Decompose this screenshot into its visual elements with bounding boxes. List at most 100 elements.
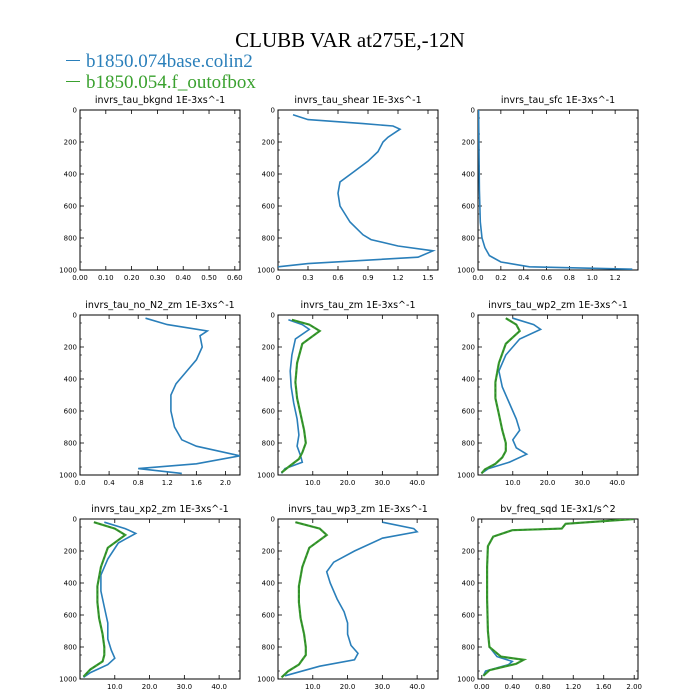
y-tick-label: 800 — [462, 440, 475, 448]
x-tick-label: 10.0 — [505, 479, 521, 487]
y-tick-label: 800 — [262, 235, 275, 243]
y-tick-label: 1000 — [257, 267, 275, 275]
y-tick-label: 200 — [462, 139, 475, 147]
x-tick-label: 0.30 — [150, 274, 166, 282]
plot-frame — [477, 314, 639, 476]
x-tick-label: 40.0 — [609, 479, 625, 487]
y-tick-label: 400 — [64, 376, 77, 384]
y-tick-label: 600 — [462, 612, 475, 620]
x-tick-label: 0.8 — [133, 479, 144, 487]
series-line-series2 — [280, 318, 322, 474]
subplot-title: invrs_tau_xp2_zm 1E-3xs^-1 — [91, 504, 228, 515]
y-tick-label: 1000 — [257, 472, 275, 480]
x-tick-label: 40.0 — [211, 683, 227, 691]
y-tick-label: 200 — [64, 344, 77, 352]
y-tick-label: 400 — [262, 171, 275, 179]
plot-frame — [277, 109, 439, 271]
x-tick-label: 2.00 — [626, 683, 642, 691]
x-tick-label: 0.8 — [564, 274, 575, 282]
x-tick-label: 0.6 — [541, 274, 553, 282]
subplot-title: invrs_tau_bkgnd 1E-3xs^-1 — [95, 95, 225, 106]
figure-title: CLUBB VAR at275E,-12N — [235, 28, 465, 52]
x-tick-label: 30.0 — [575, 479, 591, 487]
x-tick-label: 20.0 — [540, 479, 556, 487]
y-tick-label: 0 — [73, 107, 77, 115]
series-line-series1 — [83, 521, 138, 679]
y-tick-label: 200 — [262, 344, 275, 352]
y-tick-label: 800 — [64, 644, 77, 652]
series-dash-series2 — [481, 317, 521, 474]
y-tick-label: 800 — [64, 235, 77, 243]
y-tick-label: 0 — [471, 516, 475, 524]
series-line-series1 — [280, 319, 311, 474]
x-tick-label: 10.0 — [305, 479, 321, 487]
x-tick-label: 0.40 — [175, 274, 191, 282]
x-tick-label: 0 — [276, 274, 280, 282]
subplot-1: invrs_tau_bkgnd 1E-3xs^-1 0 200 400 600 800 10… — [59, 95, 242, 282]
subplot-title: invrs_tau_wp2_zm 1E-3xs^-1 — [488, 300, 628, 311]
subplot-title: invrs_tau_zm 1E-3xs^-1 — [301, 300, 416, 311]
x-tick-label: 0.80 — [535, 683, 551, 691]
y-tick-label: 1000 — [457, 267, 475, 275]
x-tick-label: 10.0 — [107, 683, 123, 691]
legend-item-series2: b1850.054.f_outofbox — [66, 73, 256, 93]
x-tick-label: 1.20 — [565, 683, 581, 691]
x-tick-label: 0.20 — [124, 274, 140, 282]
y-tick-label: 400 — [64, 171, 77, 179]
subplot-4: invrs_tau_no_N2_zm 1E-3xs^-1 0 200 400 600 80… — [59, 300, 241, 487]
x-tick-label: 1.2 — [392, 274, 403, 282]
plot-frame — [79, 109, 241, 271]
subplot-3: invrs_tau_sfc 1E-3xs^-1 0 200 400 600 800 1000… — [457, 95, 639, 282]
y-tick-label: 800 — [262, 440, 275, 448]
x-tick-label: 0.0 — [472, 274, 483, 282]
y-tick-label: 200 — [462, 344, 475, 352]
y-tick-label: 800 — [262, 644, 275, 652]
x-tick-label: 0.10 — [98, 274, 114, 282]
y-tick-label: 600 — [64, 203, 77, 211]
x-tick-label: 0.0 — [74, 479, 85, 487]
series-line-series1 — [284, 521, 419, 677]
series-line-series2 — [82, 521, 128, 678]
x-tick-label: 0.00 — [72, 274, 88, 282]
y-tick-label: 1000 — [457, 676, 475, 684]
plot-frame — [277, 518, 439, 680]
subplot-9: bv_freq_sqd 1E-3x1/s^2020040060080010000… — [457, 504, 642, 691]
plot-frame — [477, 518, 639, 680]
y-tick-label: 200 — [262, 139, 275, 147]
x-tick-label: 0.2 — [495, 274, 506, 282]
y-tick-label: 600 — [462, 203, 475, 211]
y-tick-label: 1000 — [257, 676, 275, 684]
legend-label-series1: b1850.074base.colin2 — [86, 51, 253, 72]
subplot-title: invrs_tau_sfc 1E-3xs^-1 — [501, 95, 615, 106]
y-tick-label: 200 — [64, 548, 77, 556]
y-tick-label: 0 — [271, 312, 275, 320]
y-tick-label: 400 — [262, 376, 275, 384]
x-tick-label: 20.0 — [340, 683, 356, 691]
y-tick-label: 800 — [462, 644, 475, 652]
y-tick-label: 1000 — [59, 472, 77, 480]
y-tick-label: 600 — [262, 408, 275, 416]
x-tick-label: 20.0 — [142, 683, 158, 691]
y-tick-label: 600 — [462, 408, 475, 416]
series-line-series2 — [280, 521, 329, 679]
series-line-series1 — [278, 114, 436, 268]
y-tick-label: 0 — [73, 312, 77, 320]
y-tick-label: 600 — [64, 408, 77, 416]
legend-swatch-series2 — [66, 81, 80, 83]
x-tick-label: 0.6 — [332, 274, 344, 282]
subplot-2: invrs_tau_shear 1E-3xs^-1 0 200 400 600 800 10… — [257, 95, 439, 282]
legend-label-series2: b1850.054.f_outofbox — [86, 72, 256, 93]
subplot-7: invrs_tau_xp2_zm 1E-3xs^-1 0 200 400 600 800 1… — [59, 504, 241, 691]
legend-item-series1: b1850.074base.colin2 — [66, 52, 253, 72]
y-tick-label: 600 — [262, 203, 275, 211]
y-tick-label: 1000 — [457, 472, 475, 480]
y-tick-label: 200 — [462, 548, 475, 556]
x-tick-label: 0.00 — [474, 683, 490, 691]
plot-frame — [79, 314, 241, 476]
x-tick-label: 30.0 — [177, 683, 193, 691]
x-tick-label: 0.9 — [362, 274, 373, 282]
subplot-title: invrs_tau_shear 1E-3xs^-1 — [294, 95, 421, 106]
y-tick-label: 800 — [64, 440, 77, 448]
subplot-6: invrs_tau_wp2_zm 1E-3xs^-1 0 200 400 600 800 1… — [457, 300, 639, 487]
series-dash-series2 — [281, 521, 328, 678]
